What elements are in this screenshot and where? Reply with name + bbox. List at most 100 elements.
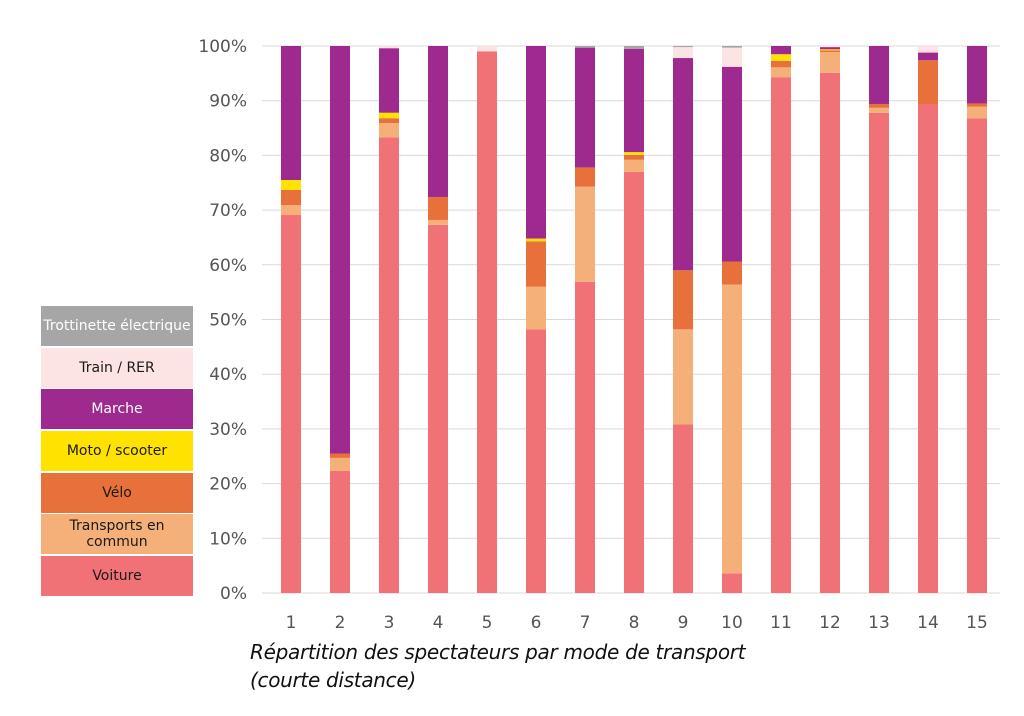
bar-segment-train-rer xyxy=(379,46,399,49)
legend-item-moto: Moto / scooter xyxy=(41,431,193,472)
bar-segment-train-rer xyxy=(820,46,840,48)
bar-segment-transports-en-commun xyxy=(771,67,791,78)
bar-segment-vélo xyxy=(722,261,742,285)
y-tick-label: 60% xyxy=(209,256,247,276)
y-tick-label: 80% xyxy=(209,146,247,166)
bar-segment-moto-scooter xyxy=(379,112,399,119)
bar-segment-marche xyxy=(918,52,938,61)
bar-segment-transports-en-commun xyxy=(967,106,987,119)
bar-segment-voiture xyxy=(722,573,742,593)
bar-segment-voiture xyxy=(330,471,350,593)
bar-segment-transports-en-commun xyxy=(869,107,889,113)
y-tick-label: 40% xyxy=(209,365,247,385)
bar-segment-marche xyxy=(869,46,889,104)
bar-segment-train-rer xyxy=(722,47,742,67)
legend-label: Transports en commun xyxy=(69,518,165,551)
bar-segment-vélo xyxy=(379,118,399,124)
x-tick-label: 15 xyxy=(966,613,988,633)
bar-segment-transports-en-commun xyxy=(281,205,301,216)
bar-segment-transports-en-commun xyxy=(330,457,350,472)
bar-segment-vélo xyxy=(526,241,546,287)
y-tick-label: 20% xyxy=(209,475,247,495)
x-axis-ticks: 1 2 3 4 5 6 7 8 9 10 11 12 13 14 15 xyxy=(286,613,988,633)
bar-segment-vélo xyxy=(281,189,301,206)
bar-segment-voiture xyxy=(281,215,301,593)
bar-segment-voiture xyxy=(918,103,938,594)
bar-segment-moto-scooter xyxy=(820,49,840,51)
legend-label: Moto / scooter xyxy=(66,443,168,460)
bar-segment-transports-en-commun xyxy=(575,186,595,282)
bar-segment-trottinette-électrique xyxy=(673,46,693,48)
y-axis-ticks: 0% 10% 20% 30% 40% 50% 60% 70% 80% 90% 100% xyxy=(198,37,247,604)
bar-segment-transports-en-commun xyxy=(722,284,742,574)
legend-label: Trottinette électrique xyxy=(43,318,191,334)
bar-segment-voiture xyxy=(673,424,693,593)
bar-segment-vélo xyxy=(869,103,889,108)
bar-segment-vélo xyxy=(967,103,987,107)
bars xyxy=(281,46,987,594)
caption-line-1: Répartition des spectateurs par mode de … xyxy=(250,640,746,664)
bar-segment-train-rer xyxy=(477,46,497,52)
bar-segment-marche xyxy=(624,48,644,153)
bar-segment-voiture xyxy=(526,329,546,593)
bar-segment-voiture xyxy=(575,281,595,593)
x-tick-label: 4 xyxy=(433,613,444,633)
legend-label: Marche xyxy=(91,401,143,418)
bar-segment-voiture xyxy=(379,137,399,593)
bar-segment-voiture xyxy=(624,171,644,593)
y-tick-label: 0% xyxy=(220,584,247,604)
legend-item-velo: Vélo xyxy=(41,472,193,513)
legend-label: Voiture xyxy=(92,568,142,585)
legend-item-transports: Transports en commun xyxy=(41,514,193,555)
bar-segment-voiture xyxy=(967,118,987,593)
y-tick-label: 10% xyxy=(209,529,247,549)
chart-caption: Répartition des spectateurs par mode de … xyxy=(250,638,746,694)
bar-segment-transports-en-commun xyxy=(428,219,448,225)
bar-segment-train-rer xyxy=(673,47,693,59)
bar-segment-marche xyxy=(330,46,350,454)
y-tick-label: 70% xyxy=(209,201,247,221)
legend-item-trottinette: Trottinette électrique xyxy=(41,306,193,346)
bar-segment-transports-en-commun xyxy=(624,159,644,172)
y-tick-label: 50% xyxy=(209,311,247,331)
y-tick-label: 100% xyxy=(198,37,247,57)
bar-segment-marche xyxy=(820,47,840,50)
x-tick-label: 11 xyxy=(770,613,792,633)
bar-segment-vélo xyxy=(428,196,448,220)
bar-segment-trottinette-électrique xyxy=(575,46,595,48)
bar-segment-vélo xyxy=(330,453,350,458)
bar-segment-train-rer xyxy=(918,46,938,53)
bar-segment-vélo xyxy=(820,50,840,53)
x-tick-label: 9 xyxy=(678,613,689,633)
x-tick-label: 7 xyxy=(580,613,591,633)
legend-item-train: Train / RER xyxy=(41,347,193,388)
bar-segment-vélo xyxy=(771,60,791,68)
bar-segment-voiture xyxy=(771,77,791,593)
bar-segment-voiture xyxy=(477,51,497,594)
bar-segment-moto-scooter xyxy=(624,152,644,155)
bar-segment-voiture xyxy=(869,112,889,593)
bar-segment-marche xyxy=(575,47,595,168)
legend-item-voiture: Voiture xyxy=(41,556,193,597)
bar-segment-moto-scooter xyxy=(526,238,546,242)
bar-segment-marche xyxy=(428,46,448,197)
bar-segment-marche xyxy=(967,46,987,104)
y-tick-label: 90% xyxy=(209,92,247,112)
x-tick-label: 13 xyxy=(868,613,890,633)
x-tick-label: 5 xyxy=(482,613,493,633)
bar-segment-transports-en-commun xyxy=(673,329,693,425)
bar-segment-moto-scooter xyxy=(281,180,301,190)
bar-segment-vélo xyxy=(624,154,644,160)
legend-label: Vélo xyxy=(102,484,132,501)
bar-segment-trottinette-électrique xyxy=(722,46,742,48)
legend-label: Train / RER xyxy=(79,359,155,376)
x-tick-label: 14 xyxy=(917,613,939,633)
bar-segment-marche xyxy=(379,48,399,113)
legend: Trottinette électrique Train / RER March… xyxy=(41,306,193,598)
x-tick-label: 8 xyxy=(629,613,640,633)
caption-line-2: (courte distance) xyxy=(250,668,416,692)
bar-segment-voiture xyxy=(428,224,448,593)
x-tick-label: 12 xyxy=(819,613,841,633)
y-tick-label: 30% xyxy=(209,420,247,440)
